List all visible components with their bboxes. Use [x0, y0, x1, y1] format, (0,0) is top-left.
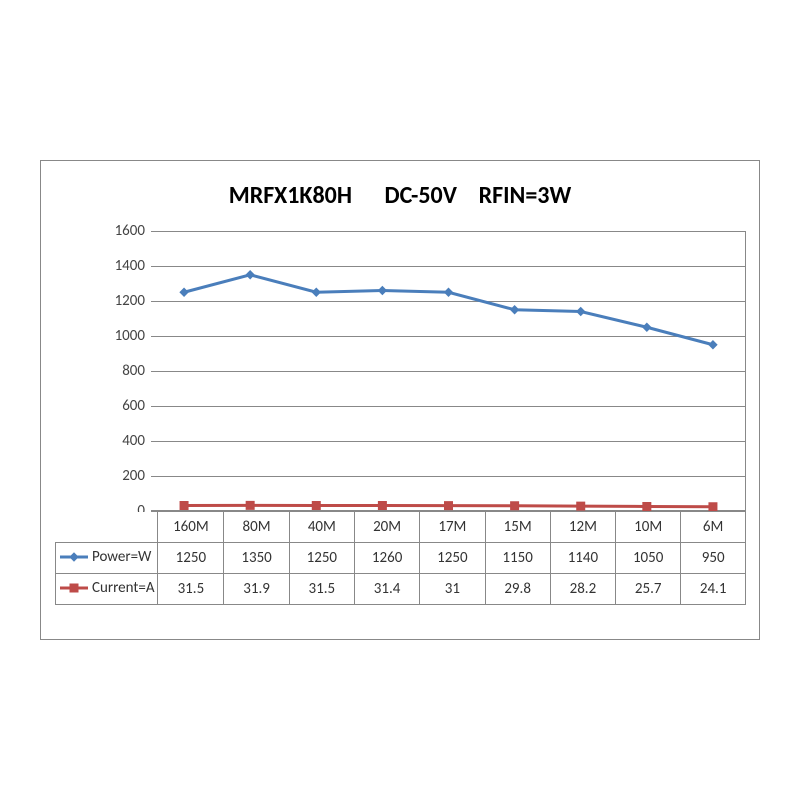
series-marker	[445, 288, 453, 296]
series-marker	[709, 341, 717, 349]
y-tick-label: 1400	[95, 257, 151, 275]
data-cell: 24.1	[681, 574, 746, 605]
data-cell: 31.5	[289, 574, 354, 605]
series-marker	[577, 308, 585, 316]
data-cell: 1250	[420, 543, 485, 574]
data-cell: 1250	[289, 543, 354, 574]
series-marker	[511, 502, 519, 510]
series-marker	[312, 501, 320, 509]
y-tick-label: 1600	[95, 222, 151, 240]
data-cell: 31.5	[158, 574, 224, 605]
series-marker	[709, 503, 717, 511]
table-corner	[56, 512, 158, 543]
y-tick-label: 200	[95, 467, 151, 485]
data-table: 160M80M40M20M17M15M12M10M6MPower=W125013…	[55, 511, 746, 605]
y-tick-label: 1000	[95, 327, 151, 345]
data-cell: 950	[681, 543, 746, 574]
series-marker	[511, 306, 519, 314]
series-marker	[378, 287, 386, 295]
category-header: 160M	[158, 512, 224, 543]
data-cell: 25.7	[616, 574, 681, 605]
series-marker	[312, 288, 320, 296]
y-tick-label: 600	[95, 397, 151, 415]
chart-container: MRFX1K80H DC-50V RFIN=3W 020040060080010…	[40, 160, 760, 640]
series-marker	[378, 502, 386, 510]
plot-area: 02004006008001000120014001600	[151, 231, 746, 511]
legend-label: Current=A	[92, 579, 155, 597]
y-tick-label: 800	[95, 362, 151, 380]
data-cell: 31	[420, 574, 485, 605]
data-cell: 29.8	[485, 574, 550, 605]
category-header: 80M	[224, 512, 289, 543]
data-cell: 1050	[616, 543, 681, 574]
category-header: 20M	[354, 512, 419, 543]
series-marker	[577, 502, 585, 510]
legend-cell: Current=A	[56, 574, 158, 605]
series-line	[184, 275, 713, 345]
data-cell: 1150	[485, 543, 550, 574]
chart-lines	[151, 231, 746, 511]
legend-cell: Power=W	[56, 543, 158, 574]
category-header: 40M	[289, 512, 354, 543]
category-header: 12M	[550, 512, 615, 543]
data-cell: 1140	[550, 543, 615, 574]
category-header: 15M	[485, 512, 550, 543]
chart-title: MRFX1K80H DC-50V RFIN=3W	[41, 161, 759, 220]
series-marker	[643, 503, 651, 511]
legend-label: Power=W	[92, 548, 151, 566]
series-marker	[180, 288, 188, 296]
series-marker	[246, 271, 254, 279]
data-cell: 1350	[224, 543, 289, 574]
series-marker	[246, 501, 254, 509]
data-cell: 31.4	[354, 574, 419, 605]
y-tick-label: 1200	[95, 292, 151, 310]
category-header: 10M	[616, 512, 681, 543]
series-marker	[445, 502, 453, 510]
data-cell: 31.9	[224, 574, 289, 605]
category-header: 17M	[420, 512, 485, 543]
series-marker	[643, 323, 651, 331]
data-cell: 1250	[158, 543, 224, 574]
category-header: 6M	[681, 512, 746, 543]
data-cell: 1260	[354, 543, 419, 574]
series-marker	[180, 501, 188, 509]
data-cell: 28.2	[550, 574, 615, 605]
y-tick-label: 400	[95, 432, 151, 450]
